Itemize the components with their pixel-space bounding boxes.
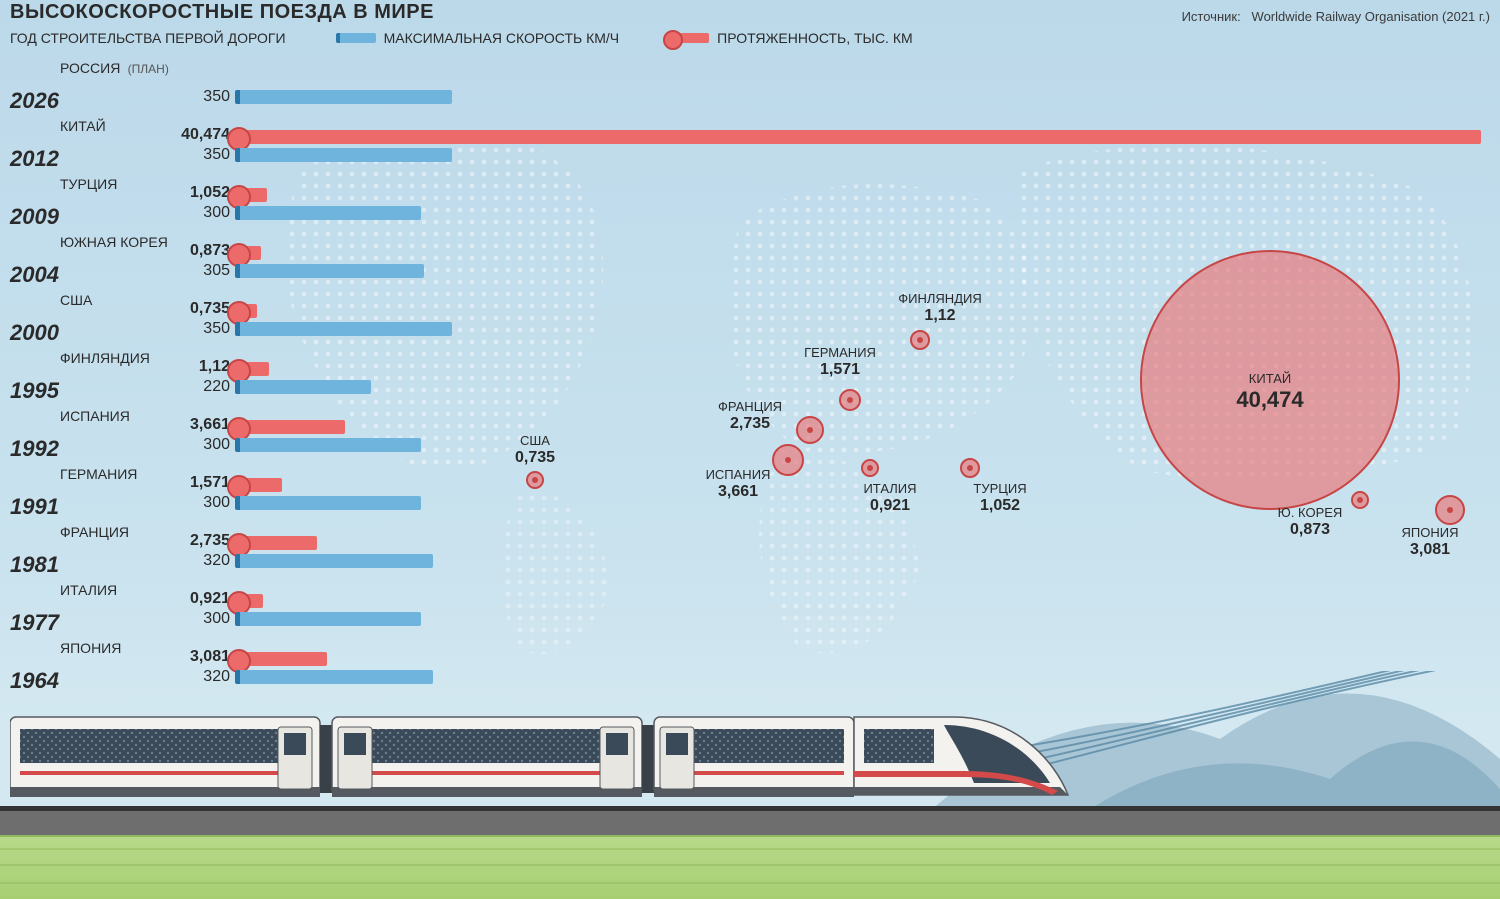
legend-length-icon (669, 33, 709, 43)
row-speed-value: 300 (203, 610, 230, 628)
row-year: 2026 (10, 88, 59, 114)
ground (0, 835, 1500, 899)
row-country: ИТАЛИЯ (60, 582, 117, 598)
chart-row: ГЕРМАНИЯ1991 1,571 300 (10, 464, 490, 522)
row-length-value: 1,571 (190, 474, 230, 492)
row-speed-bar (235, 206, 421, 220)
row-length-value: 0,873 (190, 242, 230, 260)
row-year: 2009 (10, 204, 59, 230)
row-speed-bar (235, 148, 452, 162)
row-length-value: 3,081 (190, 648, 230, 666)
row-year: 2000 (10, 320, 59, 346)
row-year: 1992 (10, 436, 59, 462)
legend-speed-icon (336, 33, 376, 43)
row-length-value: 3,661 (190, 416, 230, 434)
ground-texture (0, 837, 1500, 899)
legend-speed-label: МАКСИМАЛЬНАЯ СКОРОСТЬ КМ/Ч (384, 30, 620, 46)
row-country-sub: (ПЛАН) (124, 62, 169, 76)
row-speed-bar (235, 264, 424, 278)
row-length-bar (235, 652, 327, 666)
source-value: Worldwide Railway Organisation (2021 г.) (1252, 9, 1490, 24)
chart-row: ИСПАНИЯ1992 3,661 300 (10, 406, 490, 464)
row-length-bar (235, 304, 257, 318)
legend-speed: МАКСИМАЛЬНАЯ СКОРОСТЬ КМ/Ч (336, 30, 620, 46)
row-country: ЯПОНИЯ (60, 640, 121, 656)
row-speed-value: 320 (203, 668, 230, 686)
row-country: ИСПАНИЯ (60, 408, 130, 424)
infographic-canvas: ВЫСОКОСКОРОСТНЫЕ ПОЕЗДА В МИРЕ Источник:… (0, 0, 1500, 899)
row-length-value: 1,052 (190, 184, 230, 202)
row-country: ГЕРМАНИЯ (60, 466, 137, 482)
row-year: 1981 (10, 552, 59, 578)
row-country: РОССИЯ (ПЛАН) (60, 60, 169, 76)
row-speed-value: 300 (203, 494, 230, 512)
row-country: США (60, 292, 92, 308)
row-speed-value: 350 (203, 320, 230, 338)
chart-row: США2000 0,735 350 (10, 290, 490, 348)
row-length-bar (235, 246, 261, 260)
chart-row: ЯПОНИЯ1964 3,081 320 (10, 638, 490, 696)
row-length-bar (235, 362, 269, 376)
row-country: ФИНЛЯНДИЯ (60, 350, 150, 366)
chart-row: ФРАНЦИЯ1981 2,735 320 (10, 522, 490, 580)
row-length-bar (235, 420, 345, 434)
row-country: КИТАЙ (60, 118, 106, 134)
row-speed-bar (235, 554, 433, 568)
chart-row: ФИНЛЯНДИЯ1995 1,12 220 (10, 348, 490, 406)
row-speed-value: 300 (203, 204, 230, 222)
chart-row: РОССИЯ (ПЛАН)2026 350 (10, 58, 490, 116)
row-speed-value: 305 (203, 262, 230, 280)
subheader-year-label: ГОД СТРОИТЕЛЬСТВА ПЕРВОЙ ДОРОГИ (10, 30, 286, 46)
row-length-bar (235, 188, 267, 202)
row-length-value: 1,12 (199, 358, 230, 376)
row-speed-bar (235, 438, 421, 452)
infographic-title: ВЫСОКОСКОРОСТНЫЕ ПОЕЗДА В МИРЕ (10, 1, 434, 24)
row-length-bar (235, 130, 1481, 144)
row-length-bar (235, 594, 263, 608)
chart-row: КИТАЙ2012 40,474 350 (10, 116, 490, 174)
subheader: ГОД СТРОИТЕЛЬСТВА ПЕРВОЙ ДОРОГИ МАКСИМАЛ… (10, 30, 1490, 46)
row-speed-bar (235, 90, 452, 104)
row-year: 1964 (10, 668, 59, 694)
row-speed-bar (235, 496, 421, 510)
chart-row: ЮЖНАЯ КОРЕЯ2004 0,873 305 (10, 232, 490, 290)
chart-row: ИТАЛИЯ1977 0,921 300 (10, 580, 490, 638)
row-country: ФРАНЦИЯ (60, 524, 129, 540)
row-speed-value: 320 (203, 552, 230, 570)
row-speed-value: 220 (203, 378, 230, 396)
legend-length: ПРОТЯЖЕННОСТЬ, ТЫС. КМ (669, 30, 913, 46)
row-year: 2012 (10, 146, 59, 172)
row-length-value: 2,735 (190, 532, 230, 550)
row-year: 2004 (10, 262, 59, 288)
rail-bed (0, 811, 1500, 835)
row-speed-bar (235, 612, 421, 626)
row-speed-value: 350 (203, 146, 230, 164)
chart-row: ТУРЦИЯ2009 1,052 300 (10, 174, 490, 232)
row-country: ЮЖНАЯ КОРЕЯ (60, 234, 168, 250)
source-label: Источник: (1182, 9, 1241, 24)
row-length-value: 40,474 (181, 126, 230, 144)
source-line: Источник: Worldwide Railway Organisation… (1182, 9, 1490, 24)
train-illustration (10, 699, 1070, 809)
bar-chart: РОССИЯ (ПЛАН)2026 350 КИТАЙ2012 40,474 350 ТУ… (10, 58, 490, 696)
row-speed-bar (235, 380, 371, 394)
row-length-bar (235, 536, 317, 550)
row-year: 1977 (10, 610, 59, 636)
legend-length-label: ПРОТЯЖЕННОСТЬ, ТЫС. КМ (717, 30, 913, 46)
row-speed-bar (235, 322, 452, 336)
row-country: ТУРЦИЯ (60, 176, 117, 192)
row-length-value: 0,921 (190, 590, 230, 608)
row-length-value: 0,735 (190, 300, 230, 318)
row-year: 1991 (10, 494, 59, 520)
header: ВЫСОКОСКОРОСТНЫЕ ПОЕЗДА В МИРЕ Источник:… (10, 2, 1490, 24)
row-speed-value: 300 (203, 436, 230, 454)
row-year: 1995 (10, 378, 59, 404)
row-length-bar (235, 478, 282, 492)
row-speed-bar (235, 670, 433, 684)
row-speed-value: 350 (203, 88, 230, 106)
